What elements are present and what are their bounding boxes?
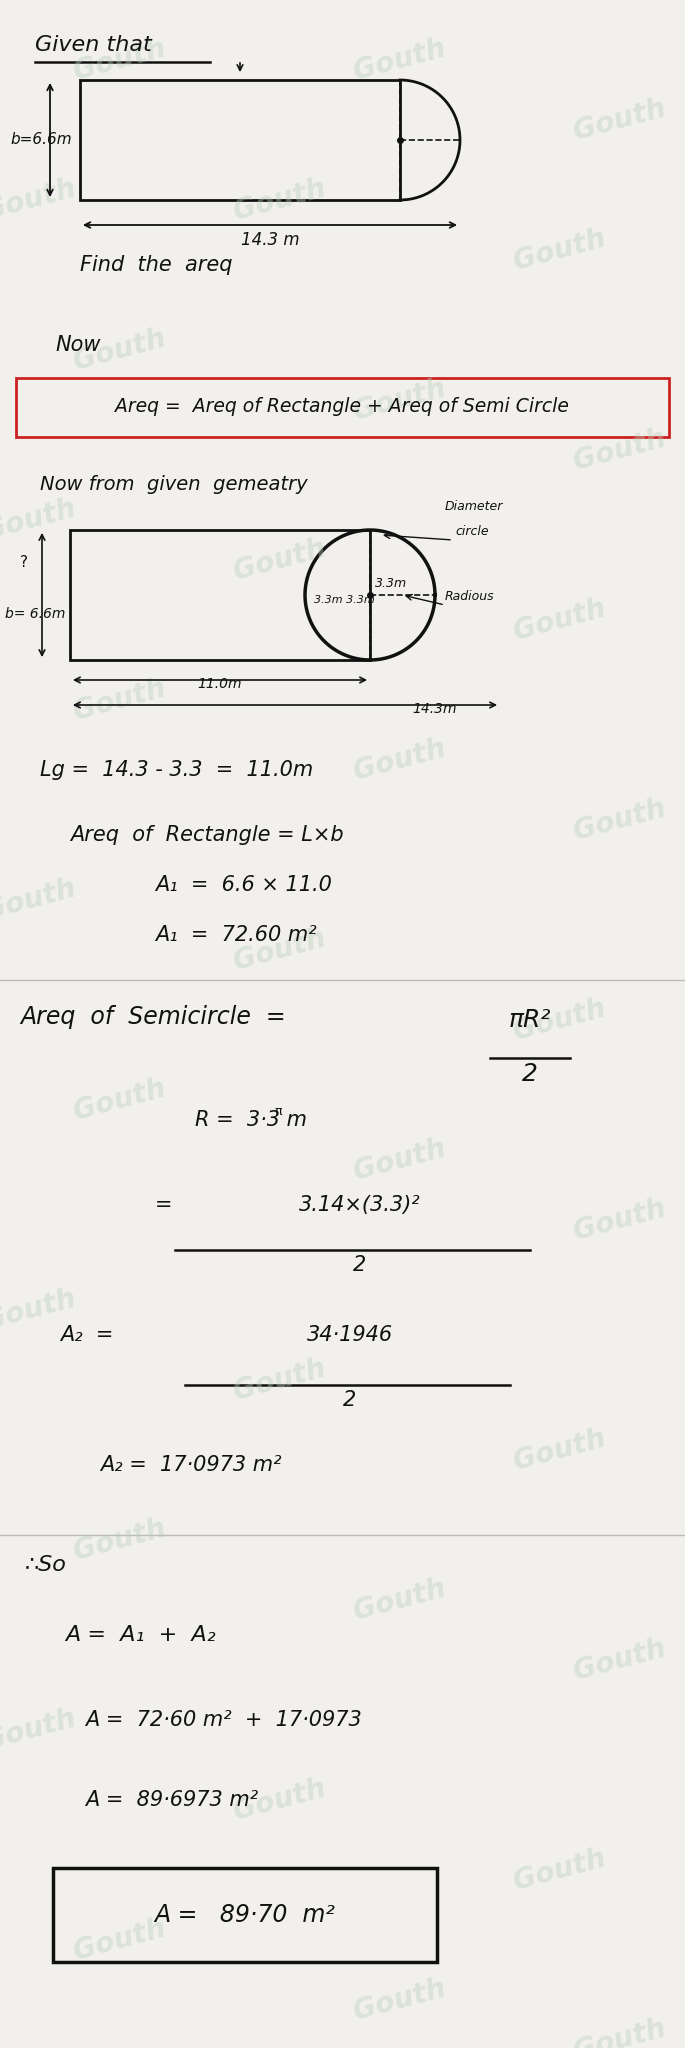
Text: A₁  =  72.60 m²: A₁ = 72.60 m² [155,926,316,944]
Text: Gouth: Gouth [351,35,449,86]
Text: Gouth: Gouth [571,1194,669,1245]
Text: Gouth: Gouth [511,993,610,1047]
Text: Gouth: Gouth [231,535,329,586]
Text: Gouth: Gouth [71,674,169,725]
Text: 3.14×(3.3)²: 3.14×(3.3)² [299,1194,421,1214]
Text: ∴So: ∴So [25,1554,67,1575]
Text: 3.3m 3.3m: 3.3m 3.3m [314,596,375,604]
Text: =: = [155,1194,173,1214]
Text: Gouth: Gouth [571,795,669,846]
Text: Areq  of  Rectangle = L×b: Areq of Rectangle = L×b [70,825,344,846]
Text: Gouth: Gouth [0,874,79,926]
Text: Gouth: Gouth [351,1575,449,1626]
Text: Given that: Given that [35,35,152,55]
Text: A =  A₁  +  A₂: A = A₁ + A₂ [65,1624,216,1645]
Text: A =  72·60 m²  +  17·0973: A = 72·60 m² + 17·0973 [85,1710,362,1731]
Text: 11.0m: 11.0m [198,678,242,690]
Text: Gouth: Gouth [571,424,669,475]
Text: πR²: πR² [509,1008,551,1032]
Text: A =  89·6973 m²: A = 89·6973 m² [85,1790,258,1810]
Text: Radious: Radious [445,590,495,602]
Text: ?: ? [20,555,28,569]
Text: Find  the  areq: Find the areq [80,256,232,274]
Text: 14.3m: 14.3m [413,702,458,717]
FancyBboxPatch shape [53,1868,437,1962]
Text: 2: 2 [522,1063,538,1085]
Text: Gouth: Gouth [511,1845,610,1896]
Text: Gouth: Gouth [0,494,79,545]
Text: Now: Now [55,336,101,354]
Text: Gouth: Gouth [231,1774,329,1825]
Text: Gouth: Gouth [351,735,449,786]
Text: Gouth: Gouth [71,1915,169,1966]
Text: Gouth: Gouth [511,223,610,276]
Text: 3.3m: 3.3m [375,578,407,590]
Text: 2: 2 [353,1255,366,1276]
Text: Gouth: Gouth [231,1354,329,1405]
FancyBboxPatch shape [16,379,669,436]
Text: 34·1946: 34·1946 [307,1325,393,1346]
Text: 2: 2 [343,1391,357,1409]
Text: Gouth: Gouth [0,1284,79,1335]
Text: Gouth: Gouth [71,1513,169,1567]
Text: Lg =  14.3 - 3.3  =  11.0m: Lg = 14.3 - 3.3 = 11.0m [40,760,313,780]
Text: π: π [275,1106,282,1118]
Text: Areq  of  Semicircle  =: Areq of Semicircle = [20,1006,286,1028]
Text: Gouth: Gouth [351,375,449,426]
Text: Gouth: Gouth [571,94,669,145]
Text: A =   89·70  m²: A = 89·70 m² [155,1903,336,1927]
Text: A₂ =  17·0973 m²: A₂ = 17·0973 m² [100,1454,282,1475]
Text: R =  3·3 m: R = 3·3 m [195,1110,307,1130]
Text: Now from  given  gemeatry: Now from given gemeatry [40,475,308,494]
Text: Gouth: Gouth [351,1135,449,1186]
Text: Gouth: Gouth [351,1974,449,2025]
Text: Gouth: Gouth [571,1634,669,1686]
Text: Gouth: Gouth [71,1075,169,1126]
Text: Diameter: Diameter [445,500,503,512]
Text: 14.3 m: 14.3 m [240,231,299,250]
Text: Gouth: Gouth [231,174,329,225]
Text: A₂  =: A₂ = [60,1325,114,1346]
Text: Gouth: Gouth [571,2015,669,2048]
Text: Gouth: Gouth [71,35,169,86]
Text: Gouth: Gouth [71,324,169,375]
Text: b=6.6m: b=6.6m [10,133,72,147]
Text: Areq =  Areq of Rectangle + Areq of Semi Circle: Areq = Areq of Rectangle + Areq of Semi … [115,397,569,416]
Text: Gouth: Gouth [231,924,329,975]
Text: circle: circle [455,524,488,539]
Text: Gouth: Gouth [511,1423,610,1477]
Text: Gouth: Gouth [0,1704,79,1755]
Text: Gouth: Gouth [0,174,79,225]
Text: Gouth: Gouth [511,594,610,645]
Text: A₁  =  6.6 × 11.0: A₁ = 6.6 × 11.0 [155,874,332,895]
Text: b= 6.6m: b= 6.6m [5,608,65,621]
